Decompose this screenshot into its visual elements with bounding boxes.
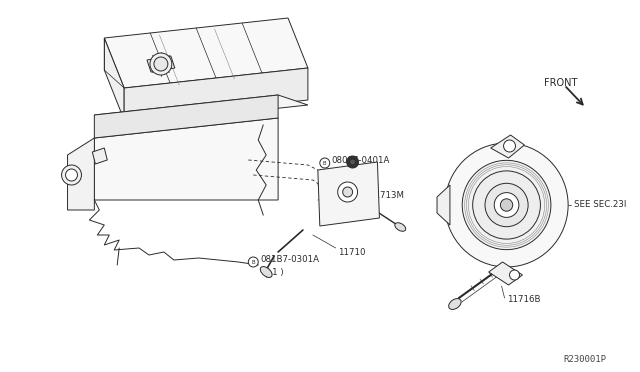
- Text: 11716B: 11716B: [506, 295, 540, 305]
- Polygon shape: [68, 138, 94, 210]
- Polygon shape: [489, 262, 522, 285]
- Circle shape: [500, 199, 513, 211]
- Text: B: B: [323, 160, 326, 166]
- Circle shape: [154, 57, 168, 71]
- Circle shape: [504, 140, 515, 152]
- Text: 11710: 11710: [338, 247, 365, 257]
- Circle shape: [338, 182, 358, 202]
- Polygon shape: [147, 56, 175, 72]
- Text: SEE SEC.23I: SEE SEC.23I: [574, 199, 627, 208]
- Circle shape: [485, 183, 528, 227]
- Polygon shape: [92, 148, 108, 164]
- Polygon shape: [437, 185, 450, 225]
- Circle shape: [462, 160, 551, 250]
- Polygon shape: [124, 68, 308, 120]
- Polygon shape: [318, 162, 380, 226]
- Polygon shape: [94, 118, 278, 200]
- Circle shape: [65, 169, 77, 181]
- Ellipse shape: [449, 299, 461, 310]
- Text: ( 1 ): ( 1 ): [266, 267, 284, 276]
- Polygon shape: [94, 95, 308, 125]
- Circle shape: [509, 270, 520, 280]
- Polygon shape: [491, 135, 524, 158]
- Text: 08097-0401A: 08097-0401A: [332, 155, 390, 164]
- Polygon shape: [94, 95, 278, 138]
- Circle shape: [320, 158, 330, 168]
- Circle shape: [445, 143, 568, 267]
- Text: ( 1 ): ( 1 ): [335, 167, 353, 176]
- Text: 11713M: 11713M: [369, 190, 404, 199]
- Text: FRONT: FRONT: [544, 78, 578, 88]
- Circle shape: [347, 156, 358, 168]
- Circle shape: [494, 193, 519, 217]
- Polygon shape: [104, 18, 308, 88]
- Ellipse shape: [395, 223, 406, 231]
- Circle shape: [248, 257, 259, 267]
- Circle shape: [349, 159, 356, 165]
- Ellipse shape: [260, 267, 272, 278]
- Polygon shape: [104, 38, 124, 120]
- Circle shape: [61, 165, 81, 185]
- Text: R230001P: R230001P: [563, 355, 606, 364]
- Circle shape: [150, 53, 172, 75]
- Text: B: B: [252, 260, 255, 264]
- Circle shape: [342, 187, 353, 197]
- Circle shape: [473, 171, 540, 239]
- Text: 081B7-0301A: 081B7-0301A: [260, 256, 319, 264]
